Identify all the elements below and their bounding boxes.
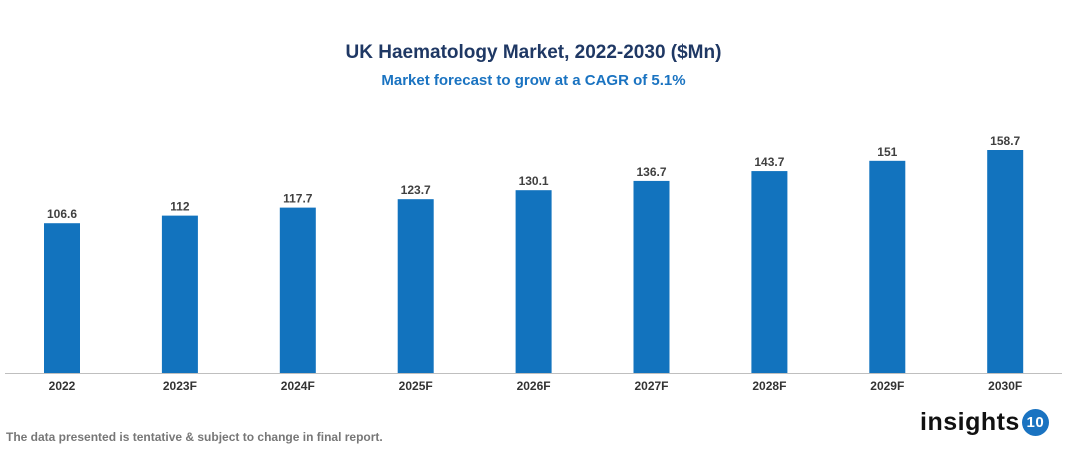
x-tick-label: 2029F: [870, 379, 904, 393]
data-label: 136.7: [636, 165, 666, 179]
x-tick-label: 2028F: [752, 379, 786, 393]
bar: [751, 171, 788, 373]
bar: [161, 215, 198, 373]
bar: [44, 223, 80, 373]
x-tick-label: 2024F: [281, 379, 315, 393]
x-tick-label: 2023F: [163, 379, 197, 393]
chart-subtitle: Market forecast to grow at a CAGR of 5.1…: [381, 72, 686, 89]
x-tick-label: 2025F: [399, 379, 433, 393]
data-label: 130.1: [519, 174, 549, 188]
data-label: 143.7: [754, 155, 784, 169]
data-label: 151: [877, 145, 897, 159]
bar: [279, 207, 316, 373]
data-label: 123.7: [401, 183, 431, 197]
data-label: 112: [170, 200, 190, 214]
insights10-logo: insights 10: [920, 408, 1049, 437]
logo-text: insights: [920, 408, 1020, 436]
bar: [397, 199, 434, 373]
bar: [633, 180, 670, 373]
bar: [515, 190, 552, 373]
data-label: 158.7: [990, 134, 1020, 148]
data-label: 106.6: [47, 207, 77, 221]
data-label: 117.7: [283, 192, 313, 206]
footnote: The data presented is tentative & subjec…: [6, 430, 383, 444]
logo-badge: 10: [1021, 409, 1049, 436]
chart-title: UK Haematology Market, 2022-2030 ($Mn): [345, 42, 722, 63]
bar: [987, 150, 1024, 373]
x-tick-label: 2022: [49, 379, 76, 393]
x-tick-label: 2030F: [988, 379, 1022, 393]
x-tick-label: 2026F: [517, 379, 551, 393]
x-tick-label: 2027F: [634, 379, 668, 393]
bar: [869, 160, 906, 373]
